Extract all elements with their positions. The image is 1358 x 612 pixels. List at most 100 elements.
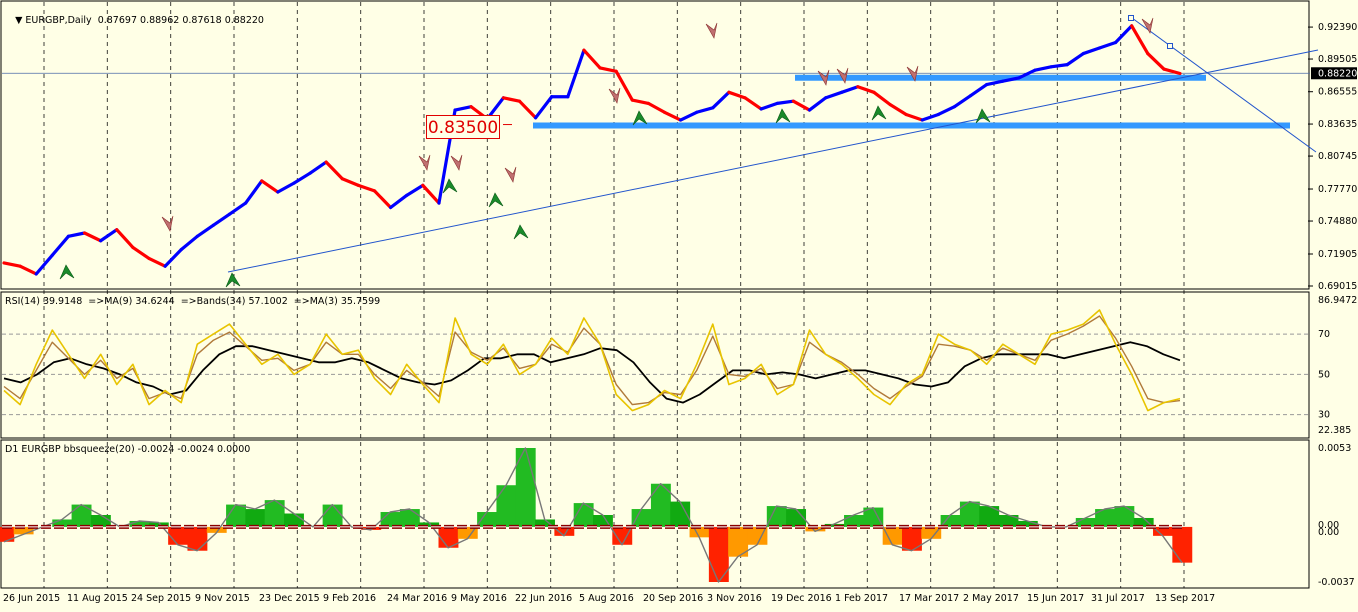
price-panel-frame (0, 0, 1310, 290)
squeeze-positive-bar (264, 500, 285, 527)
squeeze-negative-bar (689, 526, 710, 538)
squeeze-positive-bar (979, 506, 1000, 527)
squeeze-positive-bar (650, 483, 671, 527)
price-segment (260, 179, 280, 194)
sell-fractal-arrow (418, 154, 431, 171)
rsi-axis-label: 70 (1318, 329, 1330, 340)
buy-fractal-arrow (775, 108, 791, 124)
price-segment (389, 193, 409, 210)
price-segment (1162, 67, 1182, 76)
price-segment (356, 183, 377, 193)
low-value: 0.87618 (182, 15, 222, 26)
bbsqueeze-axis-label: 0.00 (1318, 520, 1339, 531)
price-segment (292, 171, 312, 185)
price-axis-label: 0.86555 (1318, 87, 1357, 98)
buy-fractal-arrow (871, 105, 887, 121)
price-segment (727, 90, 747, 100)
rsi-panel-header: RSI(14) 39.9148 =>MA(9) 34.6244 =>Bands(… (5, 296, 381, 307)
buy-fractal-arrow (59, 264, 75, 280)
symbol-label: EURGBP,Daily (25, 15, 92, 26)
price-segment (1113, 24, 1134, 45)
price-segment (50, 234, 71, 257)
squeeze-negative-bar (457, 526, 478, 539)
price-segment (1081, 46, 1102, 56)
price-segment (1130, 24, 1150, 56)
price-segment (985, 79, 1005, 87)
price-axis-label: 0.80745 (1318, 151, 1357, 162)
squeeze-positive-bar (844, 515, 864, 527)
header-triangle-icon: ▼ (15, 15, 26, 26)
price-axis-label: 0.74880 (1318, 216, 1357, 227)
price-segment (968, 82, 989, 98)
squeeze-positive-bar (670, 501, 691, 527)
rsi-axis-label: 86.9472 (1318, 295, 1357, 306)
bbsqueeze-axis-label: -0.0037 (1318, 577, 1355, 588)
price-segment (1097, 40, 1118, 50)
price-segment (791, 99, 812, 112)
horizontal-level-label[interactable]: 0.83500 (426, 115, 500, 139)
date-axis-label: 5 Aug 2016 (579, 593, 634, 604)
sell-fractal-arrow (1141, 17, 1154, 34)
sell-fractal-arrow (161, 215, 174, 232)
price-axis-label: 0.92390 (1318, 22, 1357, 33)
date-axis-label: 2 May 2017 (963, 593, 1019, 604)
price-segment (66, 231, 87, 238)
sell-fractal-arrow (705, 22, 718, 39)
squeeze-negative-bar (554, 526, 575, 536)
price-segment (598, 66, 618, 73)
price-segment (115, 228, 135, 249)
buy-fractal-arrow (225, 272, 241, 288)
price-segment (646, 101, 667, 114)
price-segment (18, 264, 38, 276)
squeeze-positive-bar (226, 504, 246, 527)
squeeze-positive-bar (1017, 520, 1038, 527)
price-segment (936, 105, 957, 117)
price-segment (163, 248, 183, 268)
descending-trend-line (1131, 17, 1317, 153)
date-axis-label: 15 Jun 2017 (1027, 593, 1084, 604)
price-segment (566, 48, 586, 99)
squeeze-positive-bar (322, 504, 343, 527)
squeeze-negative-bar (901, 526, 922, 551)
squeeze-positive-bar (573, 503, 594, 527)
squeeze-positive-bar (129, 520, 150, 527)
price-segment (904, 112, 924, 122)
price-segment (534, 95, 554, 120)
squeeze-negative-bar (805, 526, 826, 532)
squeeze-negative-bar (13, 526, 34, 535)
high-value: 0.88962 (140, 15, 180, 26)
price-segment (630, 98, 650, 105)
date-axis-label: 13 Sep 2017 (1155, 593, 1215, 604)
date-axis-label: 9 Nov 2015 (195, 593, 250, 604)
rsi-axis-label: 50 (1318, 369, 1330, 380)
price-segment (1065, 51, 1085, 67)
price-segment (711, 90, 731, 110)
price-axis-label: 0.83635 (1318, 119, 1357, 130)
price-segment (695, 106, 715, 114)
price-axis-label: 0.89505 (1318, 54, 1357, 65)
price-segment (421, 183, 441, 205)
price-segment (582, 48, 602, 70)
squeeze-negative-bar (1172, 526, 1193, 563)
squeeze-positive-bar (535, 519, 555, 527)
buy-fractal-arrow (442, 178, 458, 194)
sell-fractal-arrow (608, 87, 621, 104)
sell-fractal-arrow (836, 67, 849, 84)
sell-fractal-arrow (906, 65, 919, 82)
rsi-axis-label: 30 (1318, 410, 1330, 421)
current-price-label: 0.88220 (1318, 68, 1357, 79)
price-segment (743, 96, 763, 111)
date-axis-label: 22 Jun 2016 (515, 593, 572, 604)
price-segment (1033, 65, 1053, 72)
sell-fractal-arrow (504, 166, 517, 183)
squeeze-positive-bar (1095, 509, 1116, 527)
squeeze-negative-bar (0, 526, 15, 542)
trend-line-anchor (1167, 43, 1173, 49)
price-segment (276, 181, 296, 194)
price-segment (244, 179, 264, 205)
bbsqueeze-axis-label: 0.00 (1318, 527, 1339, 538)
price-axis-label: 0.77770 (1318, 184, 1357, 195)
price-segment (517, 99, 538, 120)
